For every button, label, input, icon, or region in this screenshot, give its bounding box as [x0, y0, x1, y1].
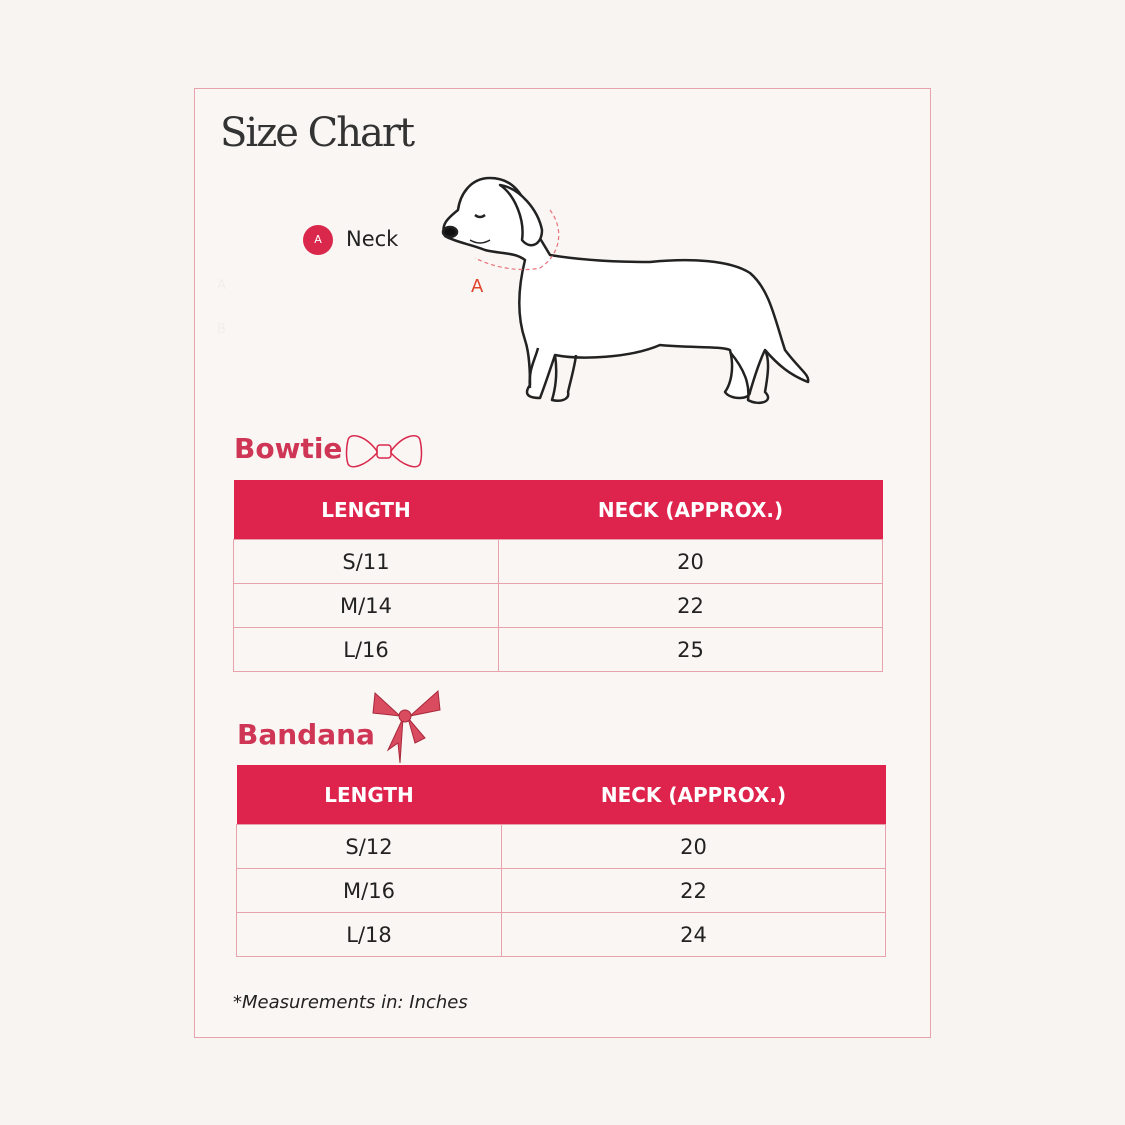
bowtie-icon [345, 435, 423, 468]
table-cell: 22 [498, 583, 883, 628]
section-title: Bandana [237, 718, 375, 751]
table-cell: 20 [501, 824, 886, 869]
header-row: LENGTH NECK (APPROX.) [236, 765, 886, 825]
table-cell: S/11 [233, 539, 499, 584]
table-row: S/11 20 [233, 539, 883, 584]
table-row: L/18 24 [236, 912, 886, 957]
table-cell: 22 [501, 868, 886, 913]
column-header: LENGTH [233, 480, 499, 540]
table-cell: 20 [498, 539, 883, 584]
column-header: NECK (APPROX.) [501, 765, 886, 825]
faint-label: A [217, 278, 226, 293]
table-cell: L/18 [236, 912, 502, 957]
table-cell: 25 [498, 627, 883, 672]
table-row: M/16 22 [236, 868, 886, 913]
header-row: LENGTH NECK (APPROX.) [233, 480, 883, 540]
table-row: L/16 25 [233, 627, 883, 672]
footnote: *Measurements in: Inches [233, 992, 468, 1013]
dog-illustration [441, 176, 810, 404]
table-cell: L/16 [233, 627, 499, 672]
size-table: LENGTH NECK (APPROX.) S/12 20 M/16 22 L/18 24 [236, 765, 886, 957]
table-row: S/12 20 [236, 824, 886, 869]
legend-label: Neck [346, 227, 399, 251]
column-header: LENGTH [236, 765, 502, 825]
title: Size Chart [220, 110, 415, 156]
faint-label: B [217, 322, 226, 337]
table-cell: M/16 [236, 868, 502, 913]
size-table: LENGTH NECK (APPROX.) S/11 20 M/14 22 L/16 25 [233, 480, 883, 672]
dog-marker: A [471, 276, 484, 297]
table-row: M/14 22 [233, 583, 883, 628]
table-cell: 24 [501, 912, 886, 957]
badge: A [303, 225, 333, 255]
bandana-icon [372, 689, 441, 764]
table-cell: M/14 [233, 583, 499, 628]
section-title: Bowtie [234, 432, 343, 465]
table-cell: S/12 [236, 824, 502, 869]
column-header: NECK (APPROX.) [498, 480, 883, 540]
